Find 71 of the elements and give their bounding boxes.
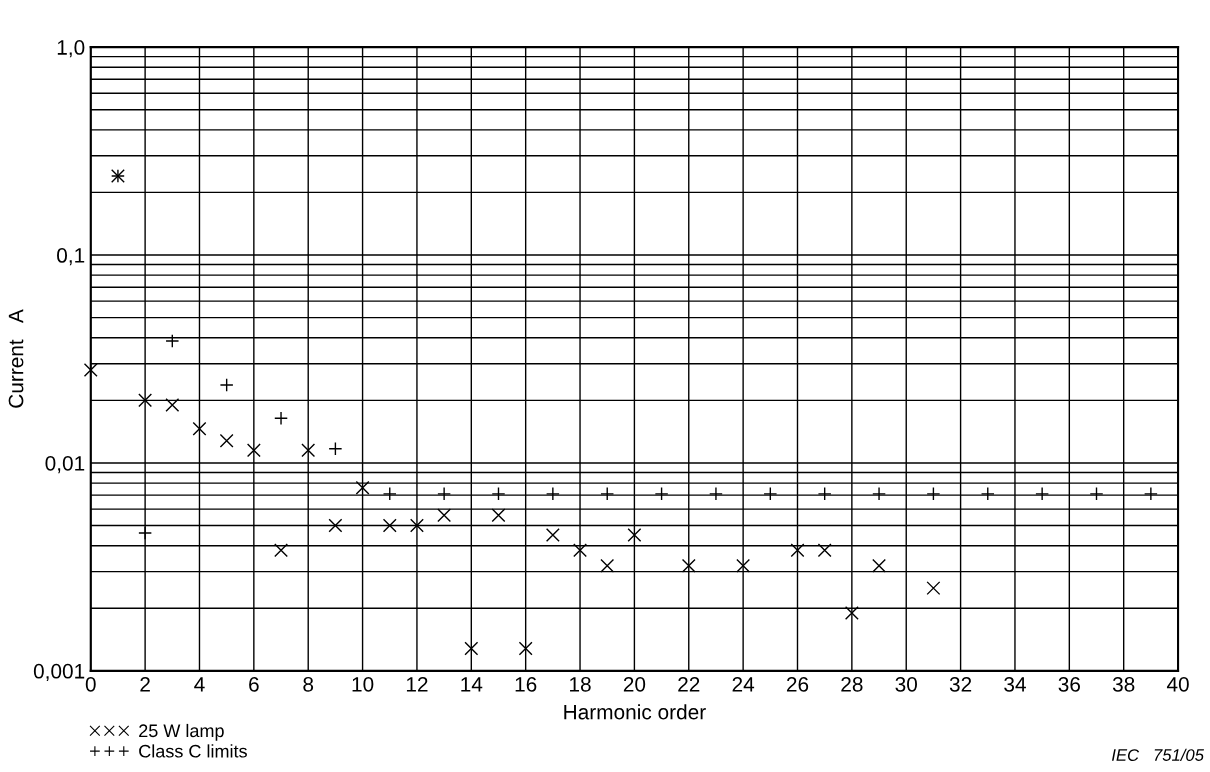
- point: [165, 398, 180, 412]
- point: [573, 543, 587, 558]
- point: [382, 518, 397, 533]
- x-tick-label: 16: [515, 676, 537, 692]
- point: [138, 393, 153, 408]
- point: [437, 486, 452, 501]
- point: [790, 543, 805, 558]
- x-tick-label: 18: [570, 676, 591, 692]
- x-tick-label: 8: [303, 676, 314, 692]
- x-tick-label: 22: [678, 676, 700, 692]
- point: [138, 526, 153, 541]
- x-tick-label: 6: [249, 676, 259, 692]
- point: [246, 443, 261, 458]
- x-tick-label: 2: [140, 676, 150, 692]
- x-tick-label: 40: [1166, 676, 1189, 692]
- point: [736, 558, 751, 573]
- point: [83, 363, 98, 377]
- point: [219, 378, 234, 392]
- point: [192, 421, 207, 436]
- y-tick-label: 0,01: [45, 455, 85, 474]
- point: [355, 480, 370, 495]
- point: [491, 508, 506, 523]
- point: [600, 558, 615, 573]
- x-tick-label: 24: [732, 676, 755, 692]
- x-tick-label: 32: [949, 676, 972, 692]
- x-tick-label: 20: [623, 676, 646, 692]
- point: [1089, 486, 1104, 501]
- legend-label: 25 W lamp: [139, 723, 224, 741]
- y-axis-title: Current A: [8, 309, 24, 408]
- legend-label: Class C limits: [139, 744, 247, 758]
- point: [709, 486, 723, 501]
- x-tick-label: 38: [1112, 676, 1135, 692]
- point: [545, 486, 560, 501]
- point: [926, 486, 941, 501]
- point: [1143, 486, 1158, 501]
- x-tick-label: 12: [406, 676, 428, 692]
- point: [518, 641, 533, 656]
- x-tick-label: 10: [352, 676, 374, 692]
- x-tick-label: 4: [194, 677, 205, 692]
- point: [274, 543, 288, 558]
- point: [219, 433, 234, 448]
- x-tick-label: 36: [1058, 676, 1080, 692]
- point: [872, 486, 886, 501]
- point: [437, 508, 452, 523]
- point: [654, 486, 669, 501]
- point: [627, 528, 642, 542]
- point: [409, 518, 424, 533]
- y-tick-label: 0,1: [57, 248, 85, 266]
- point: [545, 528, 560, 542]
- text: IEC 751/05: [1111, 748, 1204, 761]
- y-tick-label: 0,001: [33, 663, 85, 682]
- point: [844, 605, 859, 620]
- point: [926, 581, 941, 596]
- y-tick-label: 1,0: [57, 40, 85, 58]
- point: [328, 441, 343, 456]
- point: [301, 443, 316, 458]
- x-tick-label: 34: [1004, 676, 1026, 692]
- point: [274, 411, 288, 426]
- x-tick-label: 26: [786, 676, 809, 692]
- x-tick-label: 28: [841, 676, 863, 692]
- point: [464, 641, 479, 656]
- x-tick-label: 30: [895, 676, 917, 692]
- point: [1035, 486, 1050, 501]
- x-tick-label: 0: [85, 676, 96, 692]
- point: [328, 518, 343, 533]
- point: [817, 543, 832, 558]
- x-tick-label: 14: [461, 677, 483, 692]
- point: [872, 558, 886, 573]
- point: [491, 486, 506, 501]
- point: [681, 558, 696, 573]
- x-axis-title: Harmonic order: [564, 704, 706, 720]
